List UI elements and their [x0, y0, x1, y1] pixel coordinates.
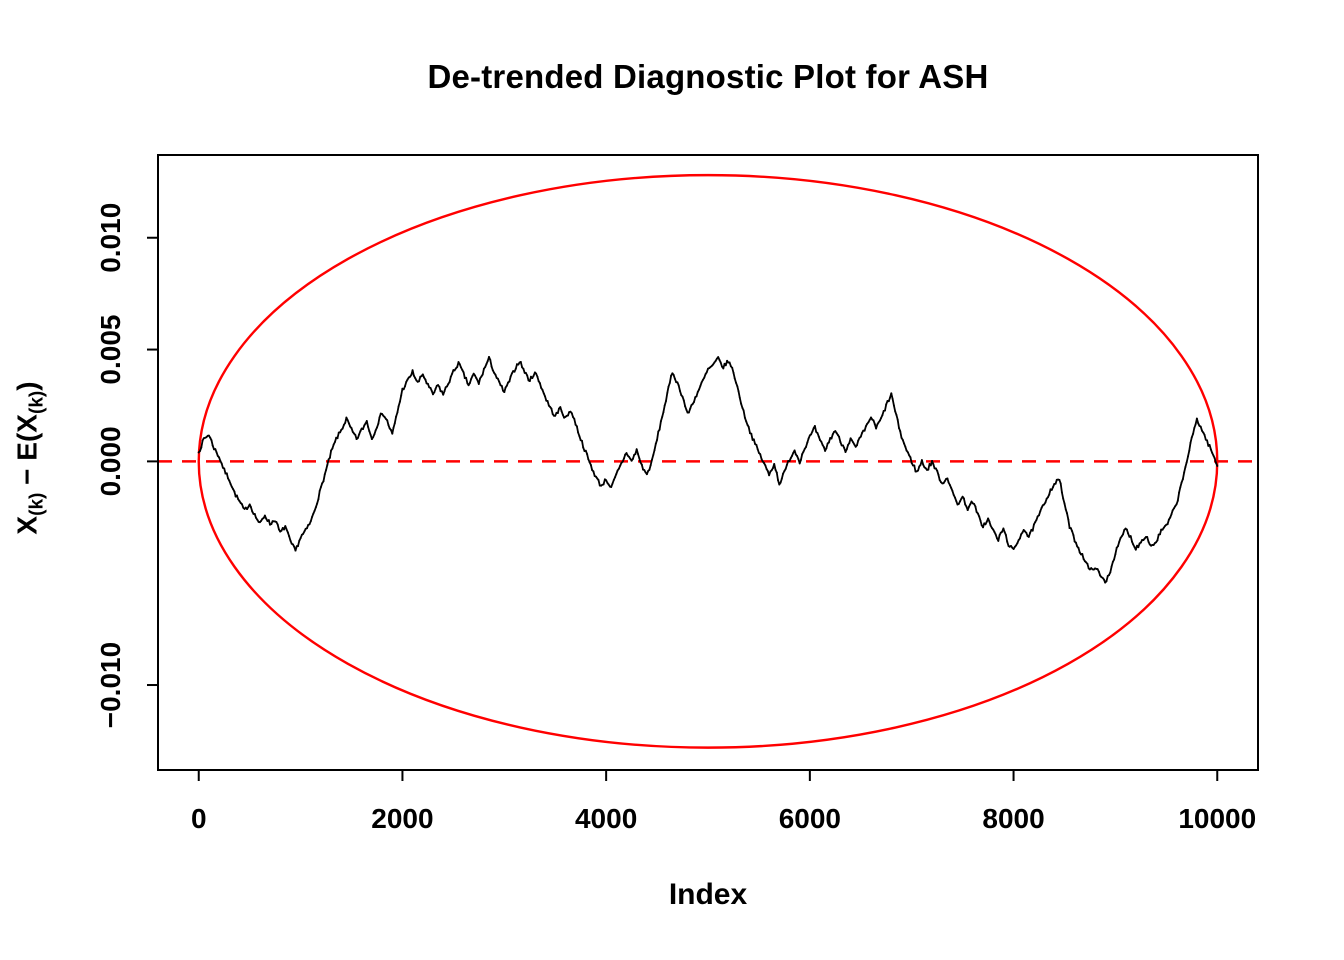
y-axis-label: X(k) − E(X(k))	[11, 381, 48, 534]
y-axis-tick-label: −0.010	[95, 642, 126, 728]
y-axis-label-segment: − E(X	[11, 414, 43, 493]
x-axis-label: Index	[668, 878, 748, 911]
plot-box	[157, 154, 1259, 771]
series-path	[197, 356, 1219, 584]
y-axis-tick-label: 0.000	[95, 426, 126, 496]
x-axis-tick-label: 8000	[982, 803, 1044, 834]
x-axis-tick-label: 6000	[779, 803, 841, 834]
y-axis-tick-label: 0.010	[95, 203, 126, 273]
y-axis-label-subscript: (k)	[26, 390, 48, 415]
y-axis-label-segment: X	[11, 515, 43, 535]
y-axis-label-text: X(k) − E(X(k))	[11, 381, 47, 535]
series-points	[197, 355, 1219, 584]
chart-title: De-trended Diagnostic Plot for ASH	[427, 58, 989, 95]
y-axis-label-segment: )	[11, 381, 43, 391]
x-axis-tick-label: 10000	[1178, 803, 1256, 834]
y-axis-tick-label: 0.005	[95, 315, 126, 385]
x-axis-tick-label: 4000	[575, 803, 637, 834]
y-axis-label-subscript: (k)	[26, 492, 48, 516]
x-axis-tick-label: 2000	[371, 803, 433, 834]
x-axis-tick-label: 0	[191, 803, 207, 834]
